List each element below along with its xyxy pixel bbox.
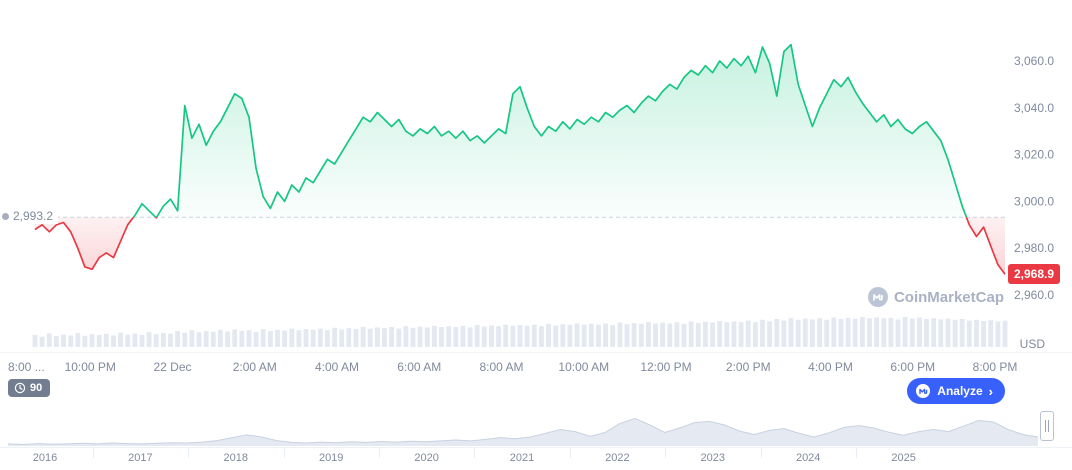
watermark-text: CoinMarketCap: [893, 288, 1004, 306]
navigator-handle[interactable]: [1040, 411, 1054, 441]
range-badge[interactable]: 90: [8, 379, 51, 397]
open-price-dot-icon: [2, 212, 9, 220]
x-axis-label: 10:00 PM: [64, 360, 116, 374]
year-axis-tick: [378, 448, 380, 458]
price-chart-svg[interactable]: 3,060.0 3,040.0 3,020.0 3,000.0 2,980.0 2,960…: [0, 0, 1072, 352]
last-price-badge: 2,968.9: [1008, 264, 1060, 285]
x-axis-label: 2:00 PM: [725, 360, 771, 374]
y-axis-label: 3,020.0: [1014, 148, 1054, 162]
year-axis-tick: [665, 448, 667, 458]
y-axis-label: 3,000.0: [1014, 194, 1054, 208]
year-label: 2025: [891, 452, 916, 464]
main-chart-area[interactable]: 3,060.0 3,040.0 3,020.0 3,000.0 2,980.0 2,960…: [0, 0, 1072, 352]
year-label: 2018: [223, 452, 249, 464]
open-price-label: 2,993.2: [0, 208, 59, 225]
year-label: 2020: [414, 452, 439, 464]
y-axis-label: 3,040.0: [1014, 101, 1054, 115]
y-axis-label: 2,960.0: [1014, 288, 1054, 302]
history-clock-icon: [14, 382, 26, 394]
coinmarketcap-logo-icon: [867, 287, 888, 307]
watermark: CoinMarketCap: [867, 287, 1004, 307]
toolbar: 90 Analyze ›: [0, 377, 1072, 405]
x-axis-label: 6:00 AM: [397, 360, 442, 374]
x-axis-label: 8:00 ...: [8, 360, 45, 374]
year-axis-tick: [474, 448, 476, 458]
range-badge-value: 90: [30, 382, 43, 394]
x-axis-label: 6:00 PM: [890, 360, 936, 374]
year-axis-tick: [92, 448, 94, 458]
x-axis: 8:00 ... 10:00 PM 22 Dec 2:00 AM 4:00 AM 6:00…: [0, 352, 1072, 378]
analyze-button[interactable]: Analyze ›: [907, 378, 1005, 404]
year-axis-tick: [569, 448, 571, 458]
year-axis-tick: [283, 448, 285, 458]
year-axis-tick: [855, 448, 857, 458]
x-axis-label: 4:00 AM: [314, 360, 360, 374]
coinmarketcap-logo-icon: [916, 384, 931, 398]
x-axis-label: 2:00 AM: [232, 360, 277, 374]
range-navigator[interactable]: [0, 405, 1072, 448]
year-label: 2022: [605, 452, 630, 464]
x-axis-label: 4:00 PM: [808, 360, 853, 374]
unit-label: USD: [1019, 337, 1045, 351]
x-axis-label: 12:00 PM: [640, 360, 692, 374]
open-price-value: 2,993.2: [13, 209, 54, 224]
navigator-year-axis: 2016 2017 2018 2019 2020 2021 2022 2023 2024 2025: [0, 448, 1072, 470]
year-label: 2021: [509, 452, 535, 464]
year-label: 2016: [32, 452, 58, 464]
year-label: 2017: [128, 452, 153, 464]
year-axis-tick: [760, 448, 762, 458]
x-axis-label: 22 Dec: [153, 360, 192, 374]
navigator-chart-svg[interactable]: [0, 405, 1072, 448]
year-label: 2023: [700, 452, 726, 464]
x-axis-label: 8:00 PM: [972, 360, 1018, 374]
x-axis-label: 10:00 AM: [558, 360, 610, 374]
y-axis-label: 3,060.0: [1014, 54, 1054, 68]
y-axis-label: 2,980.0: [1014, 241, 1054, 255]
chevron-right-icon: ›: [988, 383, 993, 399]
year-label: 2019: [318, 452, 344, 464]
analyze-label: Analyze: [937, 384, 983, 398]
year-label: 2024: [795, 452, 821, 464]
year-axis-tick: [188, 448, 190, 458]
x-axis-label: 8:00 AM: [479, 360, 524, 374]
